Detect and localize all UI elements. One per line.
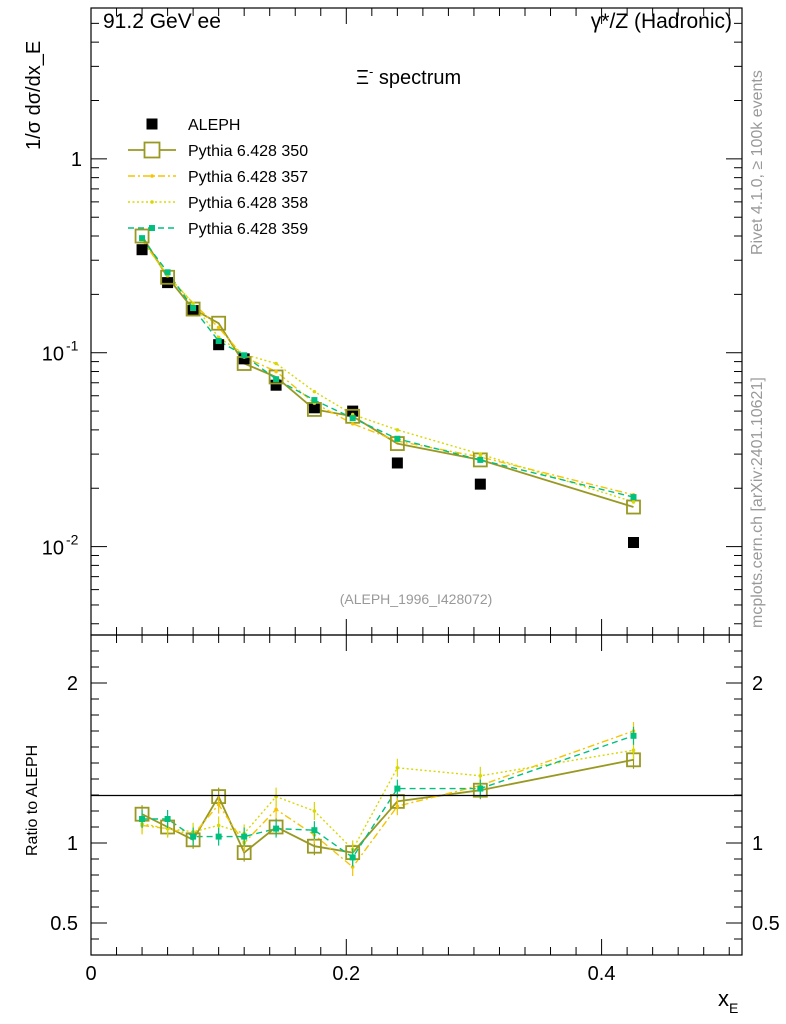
main-y-tick-label: 10 — [42, 344, 64, 366]
ratio-point-3 — [139, 816, 145, 822]
series-point-4 — [190, 305, 196, 311]
ratio-y-tick-label: 0.5 — [50, 913, 78, 935]
main-series-points — [136, 230, 640, 548]
main-series-lines — [142, 236, 633, 507]
analysis-label: (ALEPH_1996_I428072) — [340, 591, 493, 607]
main-plot-frame — [91, 8, 742, 635]
ratio-y-tick-label: 1 — [67, 833, 78, 855]
legend-label: Pythia 6.428 359 — [188, 221, 308, 238]
ratio-point-1 — [274, 808, 278, 812]
series-point-4 — [216, 338, 222, 344]
ratio-point-3 — [311, 827, 317, 833]
ratio-point-1 — [217, 803, 221, 807]
header-energy: 91.2 GeV ee — [103, 10, 221, 33]
series-point-3 — [274, 362, 278, 366]
header-process: γ*/Z (Hadronic) — [591, 10, 732, 33]
mcplots-text: mcplots.cern.ch [arXiv:2401.10621] — [749, 377, 766, 628]
aleph-data-point — [392, 457, 403, 468]
legend-label: Pythia 6.428 350 — [188, 143, 308, 160]
main-y-tick-label: 1 — [71, 149, 82, 171]
ratio-point-3 — [477, 786, 483, 792]
figure: 110-110-2 0.5 0.51 12 20 0.2 0.4 ALEPHPythia … — [0, 0, 786, 1024]
series-line-1 — [142, 236, 633, 507]
series-point-4 — [139, 235, 145, 241]
ratio-y-tick-label-right: 1 — [752, 833, 763, 855]
series-point-4 — [477, 457, 483, 463]
ratio-line-1 — [142, 731, 633, 867]
series-point-4 — [631, 494, 637, 500]
plot-title: Ξ- spectrum — [356, 64, 461, 89]
ratio-point-2 — [632, 748, 636, 752]
series-point-2 — [351, 422, 355, 426]
x-tick-label: 0.4 — [588, 963, 616, 985]
series-point-2 — [274, 370, 278, 374]
main-y-tick-label: 10 — [42, 538, 64, 560]
ratio-point-3 — [273, 826, 279, 832]
ratio-y-tick-label-right: 2 — [752, 673, 763, 695]
x-tick-label: 0 — [85, 963, 96, 985]
ratio-axis-ticks: 0.5 0.5 1 1 2 2 0 0.2 0.4 — [50, 635, 780, 985]
ratio-point-3 — [241, 834, 247, 840]
series-point-4 — [241, 352, 247, 358]
ratio-point-3 — [190, 834, 196, 840]
x-tick-label: 0.2 — [332, 963, 360, 985]
ratio-y-tick-label: 2 — [67, 673, 78, 695]
main-y-axis-label: 1/σ dσ/dx_E — [23, 41, 45, 150]
main-y-tick-label-exponent: -2 — [66, 532, 79, 548]
series-point-3 — [396, 428, 400, 432]
ratio-series-lines — [142, 731, 633, 867]
ratio-point-2 — [396, 766, 400, 770]
series-line-3 — [142, 240, 633, 502]
series-point-4 — [350, 415, 356, 421]
series-point-4 — [273, 376, 279, 382]
legend-marker-aleph — [147, 119, 158, 130]
ratio-point-3 — [350, 854, 356, 860]
ratio-point-2 — [479, 774, 483, 778]
legend-label: Pythia 6.428 358 — [188, 195, 308, 212]
series-point-4 — [394, 436, 400, 442]
series-point-4 — [311, 397, 317, 403]
ratio-series-points — [136, 722, 640, 876]
plot-title-symbol: Ξ — [356, 67, 369, 89]
ratio-point-3 — [165, 816, 171, 822]
x-axis-label-sub: E — [729, 1000, 738, 1016]
ratio-point-1 — [396, 804, 400, 808]
x-axis-label: xE — [718, 986, 738, 1016]
ratio-point-3 — [394, 786, 400, 792]
aleph-data-point — [628, 537, 639, 548]
legend-marker-2 — [150, 174, 154, 178]
legend-marker-4 — [149, 225, 155, 231]
ratio-point-3 — [216, 834, 222, 840]
aleph-data-point — [475, 479, 486, 490]
series-point-3 — [313, 390, 317, 394]
legend-label: Pythia 6.428 357 — [188, 169, 308, 186]
series-line-2 — [142, 240, 633, 494]
series-point-3 — [191, 301, 195, 305]
aleph-data-point — [137, 244, 148, 255]
series-point-2 — [217, 326, 221, 330]
series-point-3 — [479, 452, 483, 456]
aleph-data-point — [162, 277, 173, 288]
x-axis-label-main: x — [718, 986, 729, 1011]
series-point-4 — [165, 269, 171, 275]
series-point-3 — [632, 500, 636, 504]
ratio-point-2 — [217, 824, 221, 828]
ratio-point-3 — [631, 733, 637, 739]
main-y-tick-label-exponent: -1 — [66, 338, 79, 354]
plot-title-text: spectrum — [373, 67, 461, 89]
legend: ALEPH Pythia 6.428 350 Pythia 6.428 357 Pyt… — [128, 117, 308, 238]
ratio-y-tick-label-right: 0.5 — [752, 913, 780, 935]
legend-marker-3 — [150, 200, 154, 204]
ratio-y-axis-label: Ratio to ALEPH — [24, 745, 41, 856]
legend-marker-1 — [145, 143, 160, 158]
rivet-version-text: Rivet 4.1.0, ≥ 100k events — [749, 70, 766, 255]
legend-label: ALEPH — [188, 117, 240, 134]
series-line-4 — [142, 238, 633, 497]
ratio-point-2 — [313, 809, 317, 813]
